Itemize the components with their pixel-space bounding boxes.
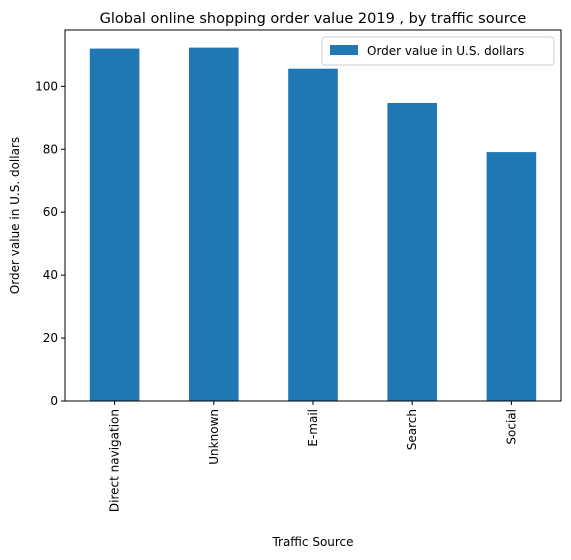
- y-tick-label: 40: [43, 268, 58, 282]
- y-tick-label: 0: [50, 394, 58, 408]
- y-axis: 0 20 40 60 80 100: [35, 79, 65, 408]
- legend: Order value in U.S. dollars: [321, 36, 555, 66]
- legend-label: Order value in U.S. dollars: [367, 44, 524, 58]
- x-axis: Direct navigation Unknown E-mail Search Soci…: [108, 401, 518, 512]
- x-axis-label: Traffic Source: [271, 535, 353, 549]
- x-tick-label: E-mail: [306, 409, 320, 447]
- x-tick-label: Social: [504, 409, 518, 445]
- y-tick-label: 20: [43, 331, 58, 345]
- plot-frame: [64, 29, 562, 402]
- bar-direct-navigation: [89, 48, 140, 401]
- bar-search: [387, 103, 437, 401]
- bar-unknown: [189, 47, 239, 402]
- y-tick-label: 100: [35, 79, 58, 93]
- bars-group: [89, 47, 537, 402]
- bar-social: [486, 152, 537, 401]
- chart-title: Global online shopping order value 2019 …: [100, 11, 527, 27]
- y-tick-label: 60: [43, 205, 58, 219]
- legend-swatch: [330, 45, 358, 55]
- x-tick-label: Direct navigation: [108, 409, 122, 512]
- x-tick-label: Unknown: [207, 409, 221, 465]
- bar-e-mail: [288, 68, 338, 401]
- legend-frame: [321, 36, 555, 66]
- x-tick-label: Search: [405, 409, 419, 450]
- y-axis-label: Order value in U.S. dollars: [8, 137, 22, 294]
- y-tick-label: 80: [43, 142, 58, 156]
